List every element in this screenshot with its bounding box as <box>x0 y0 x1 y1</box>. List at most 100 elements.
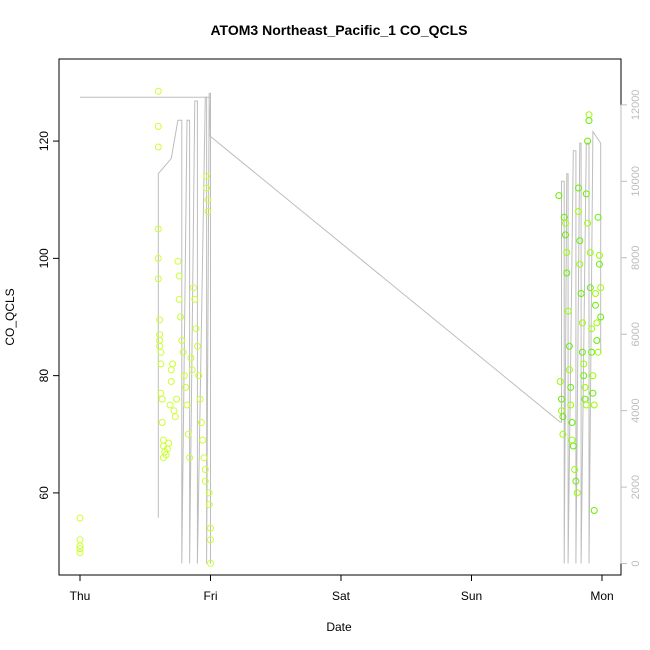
data-point <box>592 301 599 309</box>
data-point <box>563 269 571 277</box>
data-point <box>593 319 601 327</box>
data-point <box>157 348 165 356</box>
data-point <box>187 354 195 362</box>
data-point <box>184 430 192 438</box>
data-point <box>182 383 190 391</box>
x-tick-label: Fri <box>204 589 218 603</box>
data-point <box>157 360 165 368</box>
data-point <box>200 454 208 462</box>
data-point <box>593 337 601 344</box>
data-point <box>578 348 586 356</box>
data-point <box>569 442 577 450</box>
data-point <box>158 395 166 403</box>
data-point <box>183 401 191 409</box>
data-point <box>575 208 582 215</box>
data-point <box>582 401 590 409</box>
data-point <box>76 545 84 553</box>
data-point <box>207 536 214 544</box>
data-point <box>567 383 575 391</box>
right-y-tick-label: 12000 <box>630 90 642 121</box>
data-point <box>576 260 584 268</box>
data-point <box>201 466 209 473</box>
data-point <box>588 325 596 333</box>
data-point <box>584 137 592 145</box>
chart-title: ATOM3 Northeast_Pacific_1 CO_QCLS <box>210 22 467 38</box>
y-tick-label: 80 <box>37 369 51 383</box>
data-point <box>201 477 209 485</box>
data-point <box>195 372 203 380</box>
right-y-tick-label: 6000 <box>630 322 642 346</box>
data-point <box>174 257 182 265</box>
data-point <box>154 225 162 233</box>
data-point <box>154 122 162 130</box>
x-tick-label: Mon <box>590 589 613 603</box>
data-point <box>76 536 84 544</box>
data-point <box>156 316 164 324</box>
data-point <box>205 501 213 509</box>
data-point <box>597 284 605 292</box>
right-y-tick-label: 0 <box>630 560 642 566</box>
data-point <box>572 477 580 485</box>
data-point <box>169 360 177 368</box>
data-point <box>204 208 212 215</box>
data-point <box>582 190 590 198</box>
data-point <box>562 231 569 239</box>
data-point <box>565 366 573 374</box>
data-point <box>207 559 214 567</box>
data-point <box>154 275 162 283</box>
y-tick-label: 100 <box>37 248 51 268</box>
data-point <box>167 378 175 385</box>
data-point <box>186 454 194 462</box>
data-point <box>595 260 603 268</box>
data-point <box>207 524 214 532</box>
data-point <box>154 143 162 151</box>
x-axis: Thu Fri Sat Sun Mon <box>70 574 614 603</box>
y-axis: 60 80 100 120 <box>37 131 60 500</box>
data-point <box>592 290 599 297</box>
data-point <box>556 378 564 385</box>
data-point <box>188 366 196 374</box>
data-point <box>196 395 204 403</box>
data-point <box>154 87 162 95</box>
line-series-group <box>80 92 602 564</box>
y-tick-label: 120 <box>37 131 51 151</box>
right-y-tick-label: 8000 <box>630 246 642 270</box>
data-point <box>563 249 571 256</box>
data-point <box>578 319 586 327</box>
data-point <box>178 337 186 344</box>
data-point <box>568 419 576 426</box>
x-tick-label: Sat <box>332 589 351 603</box>
data-point <box>170 407 178 415</box>
right-y-axis: 0 2000 4000 6000 8000 10000 12000 <box>620 90 642 567</box>
data-point <box>559 430 567 438</box>
y-axis-label: CO_QCLS <box>3 288 17 345</box>
altitude-line <box>157 92 211 564</box>
data-point <box>558 395 565 403</box>
data-point <box>590 507 598 514</box>
data-point <box>177 313 184 321</box>
point-series-group <box>76 87 605 567</box>
x-tick-label: Thu <box>70 589 91 603</box>
data-point <box>571 466 579 473</box>
data-point <box>555 192 563 200</box>
plot-frame <box>58 58 622 576</box>
right-y-tick-label: 2000 <box>630 475 642 499</box>
data-point <box>597 313 605 321</box>
data-point <box>580 372 588 380</box>
data-point <box>154 254 162 262</box>
data-point <box>192 325 200 333</box>
data-point <box>156 337 164 344</box>
data-point <box>156 331 164 339</box>
data-point <box>559 413 567 421</box>
data-point <box>577 290 585 297</box>
data-point <box>156 342 164 350</box>
data-point <box>171 413 179 421</box>
data-point <box>585 111 593 119</box>
altitude-line <box>80 93 602 564</box>
data-point <box>175 295 183 303</box>
y-tick-label: 60 <box>37 486 51 500</box>
data-point <box>589 372 597 380</box>
data-point <box>199 436 207 444</box>
data-point <box>564 307 572 315</box>
